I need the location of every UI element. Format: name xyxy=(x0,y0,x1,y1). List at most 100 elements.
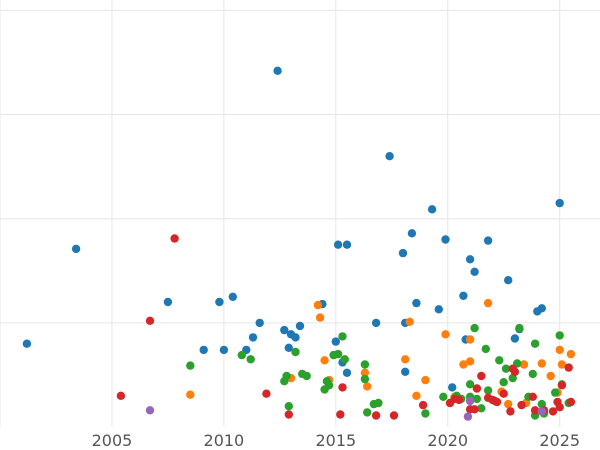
data-point xyxy=(237,350,246,360)
data-point xyxy=(483,386,493,395)
data-point xyxy=(504,399,513,409)
data-point xyxy=(398,248,408,258)
data-point xyxy=(537,407,546,416)
data-point xyxy=(463,412,473,421)
data-point xyxy=(338,383,347,392)
data-point xyxy=(374,398,383,408)
data-point xyxy=(412,298,421,308)
data-point xyxy=(71,244,81,254)
data-point xyxy=(427,205,437,214)
data-point xyxy=(530,406,540,415)
data-point xyxy=(407,229,417,238)
data-point xyxy=(324,381,334,390)
data-point xyxy=(499,378,508,387)
data-point xyxy=(439,392,448,401)
data-point xyxy=(506,407,515,416)
data-point xyxy=(465,357,475,366)
data-point xyxy=(421,409,430,418)
data-point xyxy=(186,361,195,370)
data-point xyxy=(333,349,343,359)
data-point xyxy=(537,359,546,368)
data-point xyxy=(472,394,482,404)
data-point xyxy=(273,66,282,76)
data-point xyxy=(385,152,394,161)
data-point xyxy=(459,360,468,369)
data-point xyxy=(371,411,381,420)
data-point xyxy=(448,383,457,392)
data-point xyxy=(477,371,486,381)
x-tick-label: 2010 xyxy=(204,431,245,450)
data-point xyxy=(510,334,520,343)
data-point xyxy=(465,396,475,406)
data-point xyxy=(557,381,567,390)
data-point xyxy=(508,373,517,383)
data-point xyxy=(465,335,475,344)
data-point xyxy=(336,410,345,419)
data-point xyxy=(472,384,482,393)
data-point xyxy=(170,234,179,243)
data-point xyxy=(340,355,349,364)
data-point xyxy=(566,349,576,359)
data-point xyxy=(342,240,352,249)
x-tick-labels: 2005 2010 2015 2020 2025 xyxy=(92,431,580,450)
x-gridlines xyxy=(0,0,561,427)
data-point xyxy=(537,304,546,313)
x-tick-label: 2025 xyxy=(539,431,580,450)
data-point xyxy=(470,405,479,414)
data-point xyxy=(401,355,410,364)
data-point xyxy=(284,410,293,419)
data-point xyxy=(315,313,325,322)
data-point xyxy=(546,371,555,381)
data-point xyxy=(483,236,493,245)
data-point xyxy=(483,298,493,308)
data-point xyxy=(360,360,370,369)
data-points xyxy=(22,66,576,421)
data-point xyxy=(517,400,526,410)
data-point xyxy=(163,297,173,307)
data-point xyxy=(302,371,311,381)
data-point xyxy=(22,339,32,348)
data-point xyxy=(441,330,450,339)
data-point xyxy=(412,391,421,400)
data-point xyxy=(145,316,155,325)
data-point xyxy=(504,276,513,285)
data-point xyxy=(282,371,291,381)
data-point xyxy=(418,400,428,410)
data-point xyxy=(186,390,195,399)
data-point xyxy=(492,397,502,407)
data-point xyxy=(331,337,340,346)
data-point xyxy=(333,240,343,249)
data-point xyxy=(360,368,370,377)
data-point xyxy=(248,333,258,342)
data-point xyxy=(405,317,414,326)
data-point xyxy=(342,368,352,377)
data-point xyxy=(515,323,524,333)
data-point xyxy=(262,389,271,398)
data-point xyxy=(360,374,370,384)
data-point xyxy=(470,323,479,333)
data-point xyxy=(564,363,573,372)
data-point xyxy=(508,364,517,373)
data-point xyxy=(519,360,529,369)
data-point xyxy=(284,402,293,411)
data-point xyxy=(450,394,459,404)
data-point xyxy=(553,397,562,407)
data-point xyxy=(401,367,410,376)
data-point xyxy=(495,356,504,365)
data-point xyxy=(371,318,381,328)
data-point xyxy=(363,408,372,417)
data-point xyxy=(291,347,300,357)
data-point xyxy=(255,318,264,328)
data-point xyxy=(441,235,450,244)
data-point xyxy=(465,380,475,389)
data-point xyxy=(555,198,564,208)
data-point xyxy=(338,332,347,341)
data-point xyxy=(246,355,255,364)
data-point xyxy=(557,360,567,369)
data-point xyxy=(555,345,564,355)
data-point xyxy=(284,343,293,352)
data-point xyxy=(499,389,508,398)
data-point xyxy=(528,392,537,401)
